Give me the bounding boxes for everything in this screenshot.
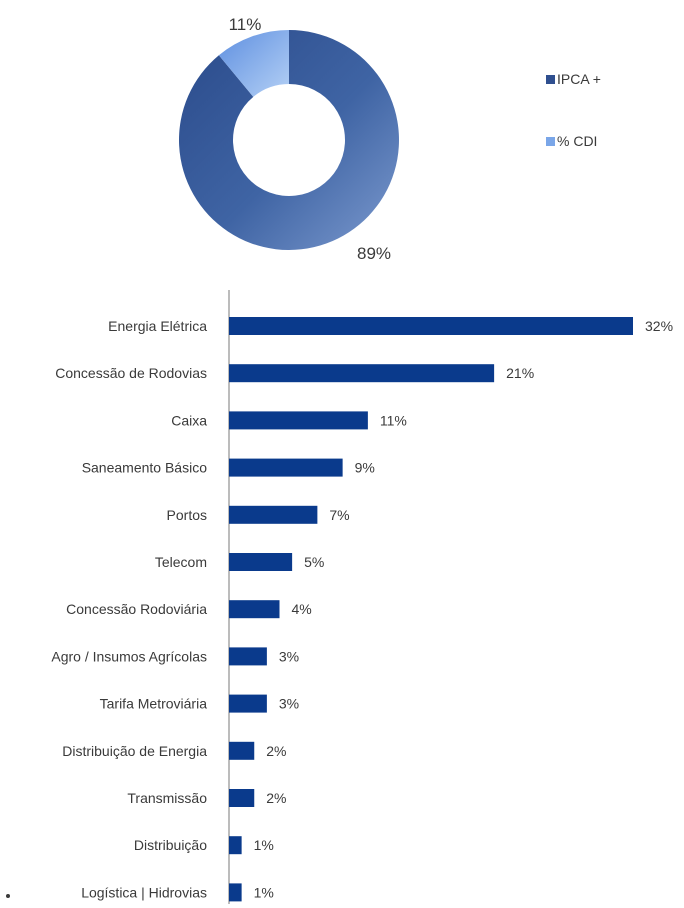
- legend-label-0: IPCA +: [557, 71, 601, 87]
- bar-chart: Energia Elétrica Concessão de Rodovias Cai…: [6, 290, 673, 904]
- donut-chart: 89% 11% IPCA + % CDI: [179, 15, 601, 263]
- bar-11: [229, 836, 242, 855]
- donut-slice-0: [179, 30, 399, 251]
- bullet-dot: [6, 894, 10, 898]
- category-label-11: Distribuição: [134, 837, 207, 853]
- legend-label-1: % CDI: [557, 133, 597, 149]
- value-label-9: 2%: [266, 743, 286, 759]
- category-label-9: Distribuição de Energia: [62, 743, 207, 759]
- bar-2: [229, 411, 368, 430]
- category-label-4: Portos: [167, 507, 207, 523]
- bar-0: [229, 317, 633, 335]
- category-label-2: Caixa: [171, 412, 207, 428]
- bar-8: [229, 694, 267, 713]
- value-label-0: 32%: [645, 318, 673, 334]
- bar-6: [229, 600, 280, 619]
- bar-4: [229, 505, 318, 524]
- category-label-3: Saneamento Básico: [82, 460, 208, 476]
- donut-label-0: 89%: [357, 244, 391, 263]
- category-label-0: Energia Elétrica: [108, 318, 207, 334]
- donut-slice-1: [218, 30, 289, 97]
- category-label-12: Logística | Hidrovias: [81, 884, 207, 900]
- donut-label-1: 11%: [229, 15, 262, 34]
- bar-5: [229, 553, 293, 571]
- bar-1: [229, 364, 495, 383]
- bar-9: [229, 741, 255, 760]
- bar-3: [229, 458, 343, 477]
- bar-7: [229, 647, 267, 666]
- value-label-3: 9%: [355, 460, 375, 476]
- value-label-6: 4%: [292, 601, 312, 617]
- value-label-10: 2%: [266, 790, 286, 806]
- category-label-5: Telecom: [155, 554, 207, 570]
- value-label-8: 3%: [279, 696, 299, 712]
- category-label-6: Concessão Rodoviária: [66, 601, 207, 617]
- value-label-11: 1%: [254, 837, 274, 853]
- value-label-7: 3%: [279, 648, 299, 664]
- legend-swatch-1: [546, 137, 555, 146]
- bar-12: [229, 883, 242, 902]
- category-label-1: Concessão de Rodovias: [55, 365, 207, 381]
- value-label-1: 21%: [506, 365, 534, 381]
- category-label-10: Transmissão: [127, 790, 207, 806]
- value-label-12: 1%: [254, 884, 274, 900]
- legend-swatch-0: [546, 75, 555, 84]
- category-label-7: Agro / Insumos Agrícolas: [51, 648, 207, 664]
- value-label-5: 5%: [304, 554, 324, 570]
- category-label-8: Tarifa Metroviária: [100, 696, 208, 712]
- value-label-2: 11%: [380, 412, 407, 428]
- value-label-4: 7%: [329, 507, 349, 523]
- bar-10: [229, 789, 255, 807]
